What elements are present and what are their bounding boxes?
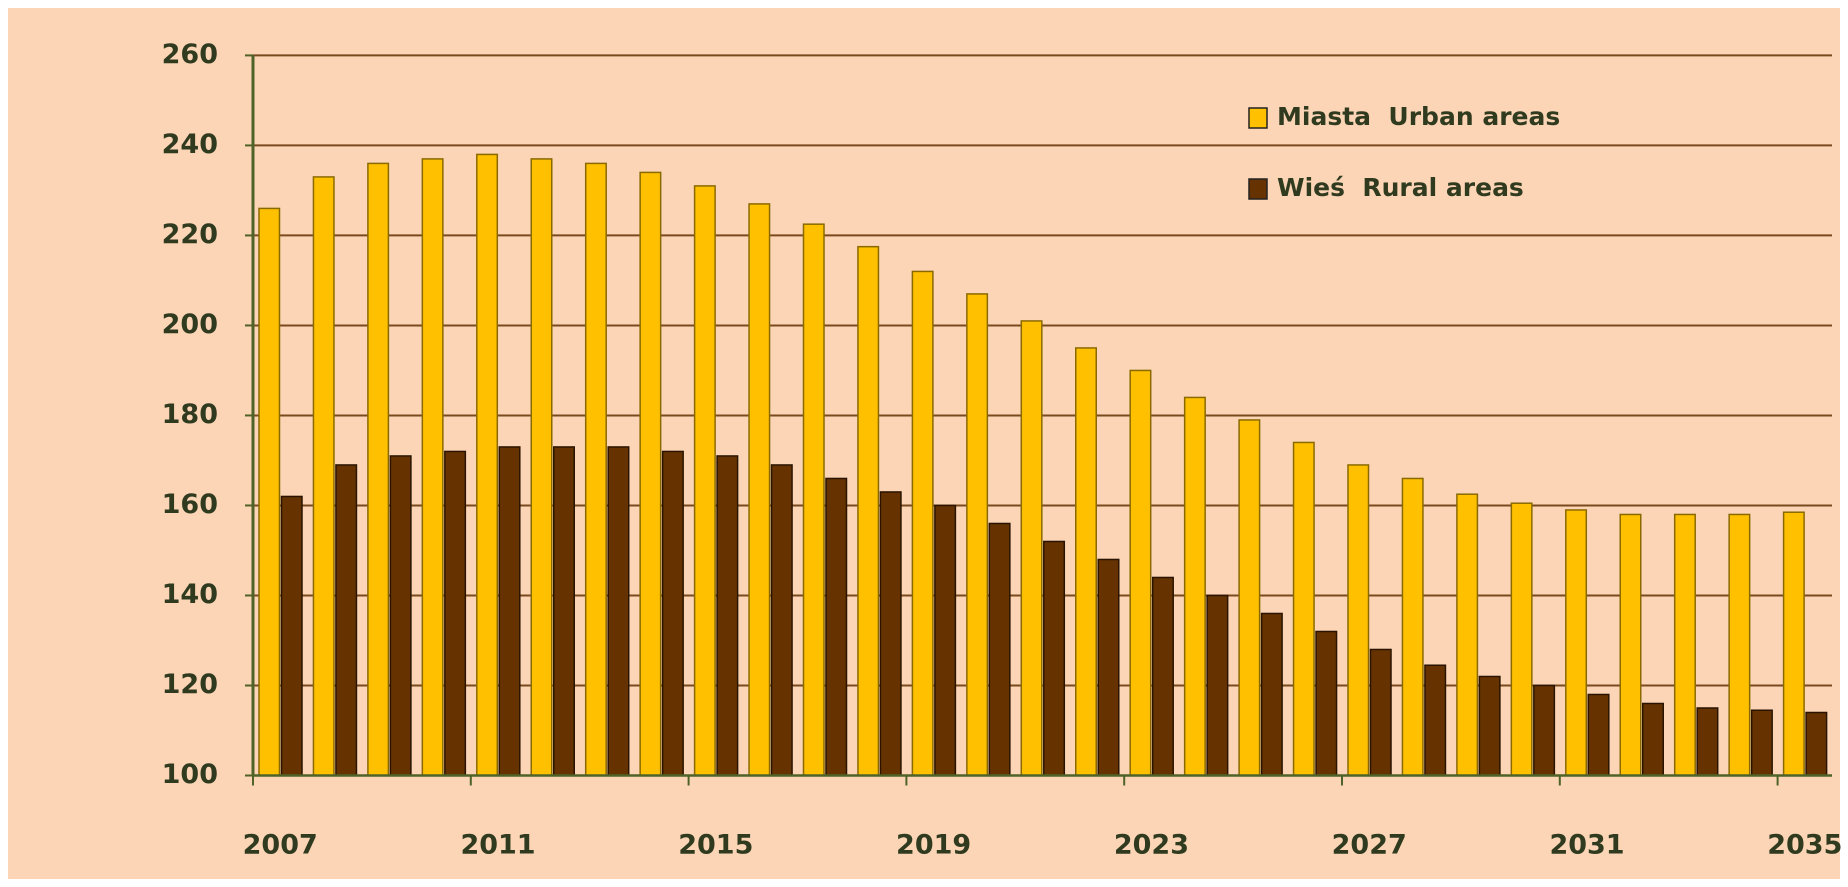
bar [1075, 347, 1097, 777]
bar [280, 495, 303, 777]
bar [716, 455, 739, 777]
x-tick-label: 2007 [243, 830, 318, 861]
bar [476, 153, 499, 777]
legend-swatch [1248, 178, 1268, 200]
bar [1401, 477, 1424, 777]
bar [1510, 502, 1533, 777]
bar [966, 293, 989, 777]
y-tick-label: 160 [162, 489, 218, 520]
bar [1151, 576, 1174, 777]
bar [1673, 513, 1696, 777]
bar [258, 207, 281, 777]
bar [802, 223, 825, 777]
bar [857, 245, 880, 777]
bar [607, 446, 630, 777]
legend-label: Wieś Rural areas [1277, 173, 1524, 202]
x-tick-label: 2023 [1114, 830, 1189, 861]
bar [1696, 707, 1719, 777]
bar [389, 455, 412, 777]
bar [770, 464, 793, 777]
bar [1347, 464, 1370, 777]
x-tick-label: 2031 [1549, 830, 1624, 861]
bar [1424, 664, 1447, 777]
bar [748, 203, 771, 777]
bar [934, 504, 957, 777]
bar [1206, 594, 1229, 777]
bar [1043, 540, 1066, 777]
x-tick-label: 2027 [1332, 830, 1407, 861]
bar [1728, 513, 1751, 777]
bar [1097, 558, 1120, 777]
bar [444, 450, 467, 777]
bar [1456, 493, 1479, 777]
x-tick-label: 2015 [678, 830, 753, 861]
bar [530, 158, 553, 777]
bar [1315, 630, 1338, 777]
bar [1782, 511, 1805, 777]
legend-label: Miasta Urban areas [1277, 102, 1560, 131]
y-tick-label: 220 [162, 219, 218, 250]
bar [911, 270, 934, 777]
bar [1533, 684, 1556, 777]
bar [421, 158, 444, 777]
bar [988, 522, 1011, 777]
legend-swatch [1248, 107, 1268, 129]
bar [1478, 675, 1501, 777]
y-tick-label: 120 [162, 669, 218, 700]
bar [1183, 396, 1206, 777]
x-tick-label: 2035 [1767, 830, 1842, 861]
y-tick-label: 260 [162, 39, 218, 70]
bar [553, 446, 575, 777]
bar [312, 176, 335, 777]
bar [1020, 320, 1043, 777]
bar [879, 491, 902, 777]
bar [1587, 693, 1610, 777]
bar [1260, 612, 1283, 777]
bar [1619, 513, 1642, 777]
y-tick-label: 180 [162, 399, 218, 430]
bar [693, 185, 716, 777]
bar [1369, 648, 1392, 777]
x-tick-label: 2011 [460, 830, 535, 861]
bar [1292, 441, 1315, 777]
bar [335, 464, 358, 777]
bar [498, 446, 521, 777]
bar [1642, 702, 1664, 777]
bar [1750, 709, 1773, 777]
y-tick-label: 100 [162, 759, 218, 790]
bar [1238, 419, 1261, 777]
bar [1805, 711, 1828, 777]
bar [639, 171, 662, 777]
bar [661, 450, 684, 777]
y-tick-label: 240 [162, 129, 218, 160]
y-tick-label: 200 [162, 309, 218, 340]
bar [1129, 369, 1152, 777]
bar [1565, 509, 1588, 777]
y-tick-label: 140 [162, 579, 218, 610]
bar [825, 477, 848, 777]
x-tick-label: 2019 [896, 830, 971, 861]
bar [367, 162, 390, 777]
bar [584, 162, 607, 777]
